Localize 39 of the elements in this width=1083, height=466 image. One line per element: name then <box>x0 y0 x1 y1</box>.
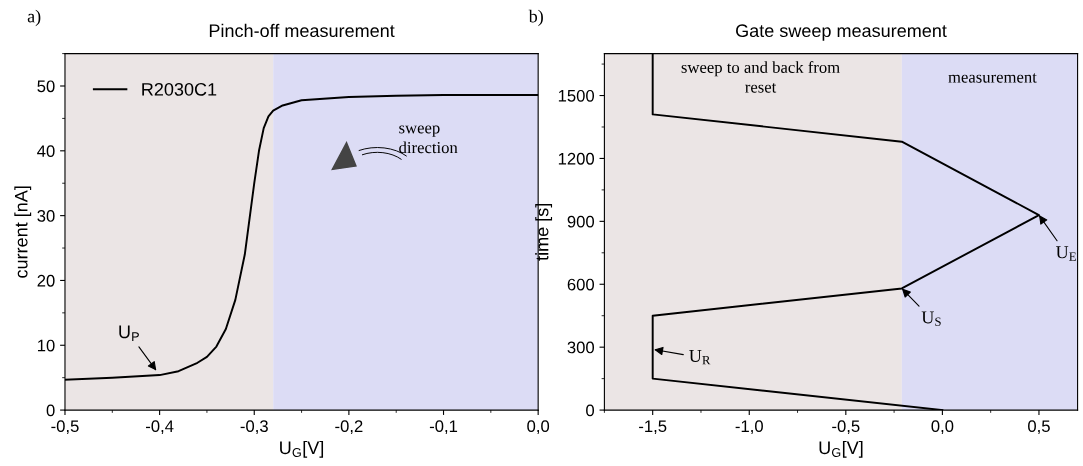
y-tick-label: 30 <box>37 210 55 222</box>
y-tick-label: 40 <box>37 145 55 158</box>
x-tick-label: -0,1 <box>429 420 458 435</box>
x-tick-label: -0,4 <box>146 420 174 435</box>
annotation: U$_{P}$ <box>119 325 139 341</box>
text: a) <box>27 9 41 27</box>
chart-title: Pinch-off measurement <box>209 23 395 38</box>
x-tick-label: -0,5 <box>832 420 860 435</box>
y-tick-label: 300 <box>567 341 595 354</box>
annotation: sweep to and back from reset <box>681 61 840 93</box>
x-tick-label: -1,0 <box>735 420 763 435</box>
annotation: sweep direction <box>399 125 458 154</box>
y-tick-label: 1200 <box>558 152 595 165</box>
y-tick-label: 0 <box>586 404 595 417</box>
x-tick-label: -0,5 <box>51 420 79 435</box>
text: b) <box>528 9 543 27</box>
y-axis-title: time [s] <box>535 204 553 261</box>
y-tick-label: 50 <box>37 80 55 93</box>
y-tick-label: 0 <box>46 404 55 417</box>
annotation: measurement <box>948 73 1037 83</box>
chart-title: Gate sweep measurement <box>736 24 947 41</box>
x-tick-label: 0,5 <box>1028 420 1050 435</box>
x-tick-label: -0,3 <box>240 420 268 435</box>
annotation: U$_{S}$ <box>921 311 941 326</box>
annotation: U$_{R}$ <box>689 350 711 365</box>
x-tick-label: -0,2 <box>335 420 363 435</box>
legend-label: R2030C1 <box>142 82 217 96</box>
x-tick-label: -1,5 <box>639 420 667 435</box>
x-axis-title: U$_{G}$[V] <box>819 440 863 458</box>
y-tick-label: 600 <box>567 278 595 291</box>
x-tick-label: 0,0 <box>527 420 550 435</box>
y-tick-label: 900 <box>567 215 595 228</box>
y-axis-title: current [nA] <box>14 186 32 278</box>
annotation: U$_{E}$ <box>1056 246 1076 261</box>
y-tick-label: 1500 <box>558 89 595 102</box>
y-tick-label: 10 <box>37 339 55 352</box>
y-tick-label: 20 <box>37 274 55 287</box>
x-axis-title: U$_{G}$[V] <box>280 440 324 458</box>
x-tick-label: 0,0 <box>931 420 954 435</box>
